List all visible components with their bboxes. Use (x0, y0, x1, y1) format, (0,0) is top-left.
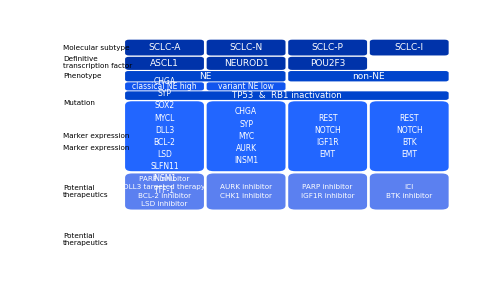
FancyBboxPatch shape (288, 40, 367, 55)
Text: NEUROD1: NEUROD1 (224, 59, 268, 68)
Text: AURK inhibitor
CHK1 inhibitor: AURK inhibitor CHK1 inhibitor (220, 184, 272, 199)
Text: non-NE: non-NE (352, 72, 384, 81)
FancyBboxPatch shape (288, 71, 448, 81)
Text: PARP inhibitor
DLL3 targeted therapy
BCL-2 inhibitor
LSD inhibitor: PARP inhibitor DLL3 targeted therapy BCL… (124, 176, 206, 207)
Text: REST
NOTCH
IGF1R
EMT: REST NOTCH IGF1R EMT (314, 113, 341, 159)
Text: POU2F3: POU2F3 (310, 59, 346, 68)
Text: SCLC-N: SCLC-N (230, 43, 262, 52)
FancyBboxPatch shape (206, 40, 286, 55)
Text: SCLC-I: SCLC-I (394, 43, 424, 52)
FancyBboxPatch shape (288, 173, 367, 209)
Text: Phenotype: Phenotype (63, 73, 102, 79)
Text: variant NE low: variant NE low (218, 82, 274, 91)
FancyBboxPatch shape (370, 40, 448, 55)
Text: NE: NE (199, 72, 211, 81)
FancyBboxPatch shape (125, 71, 286, 81)
Text: Definitive
transcription factor: Definitive transcription factor (63, 56, 132, 69)
Text: CHGA
SYP
MYC
AURK
INSM1: CHGA SYP MYC AURK INSM1 (234, 108, 258, 165)
FancyBboxPatch shape (206, 101, 286, 171)
Text: ASCL1: ASCL1 (150, 59, 179, 68)
Text: Potential
therapeutics: Potential therapeutics (63, 233, 108, 246)
FancyBboxPatch shape (125, 57, 204, 70)
Text: REST
NOTCH
BTK
EMT: REST NOTCH BTK EMT (396, 113, 422, 159)
FancyBboxPatch shape (125, 82, 204, 91)
Text: Molecular subtype: Molecular subtype (63, 45, 130, 51)
Text: PARP inhibitor
IGF1R inhibitor: PARP inhibitor IGF1R inhibitor (301, 184, 354, 199)
FancyBboxPatch shape (125, 101, 204, 171)
FancyBboxPatch shape (206, 57, 286, 70)
FancyBboxPatch shape (288, 101, 367, 171)
FancyBboxPatch shape (206, 173, 286, 209)
Text: SCLC-A: SCLC-A (148, 43, 180, 52)
FancyBboxPatch shape (370, 101, 448, 171)
Text: ICI
BTK inhibitor: ICI BTK inhibitor (386, 184, 432, 199)
Text: SCLC-P: SCLC-P (312, 43, 344, 52)
FancyBboxPatch shape (206, 82, 286, 91)
FancyBboxPatch shape (370, 173, 448, 209)
Text: Marker expression: Marker expression (63, 145, 130, 151)
FancyBboxPatch shape (125, 91, 448, 100)
Text: Mutation: Mutation (63, 100, 95, 106)
Text: classical NE high: classical NE high (132, 82, 197, 91)
Text: TP53  &  RB1 inactivation: TP53 & RB1 inactivation (232, 91, 342, 100)
Text: Potential
therapeutics: Potential therapeutics (63, 185, 108, 198)
FancyBboxPatch shape (288, 57, 367, 70)
Text: Marker expression: Marker expression (63, 133, 130, 139)
FancyBboxPatch shape (125, 173, 204, 209)
FancyBboxPatch shape (125, 40, 204, 55)
Text: CHGA
SYP
SOX2
MYCL
DLL3
BCL-2
LSD
SLFN11
INSM1
TTF-1: CHGA SYP SOX2 MYCL DLL3 BCL-2 LSD SLFN11… (150, 77, 179, 195)
